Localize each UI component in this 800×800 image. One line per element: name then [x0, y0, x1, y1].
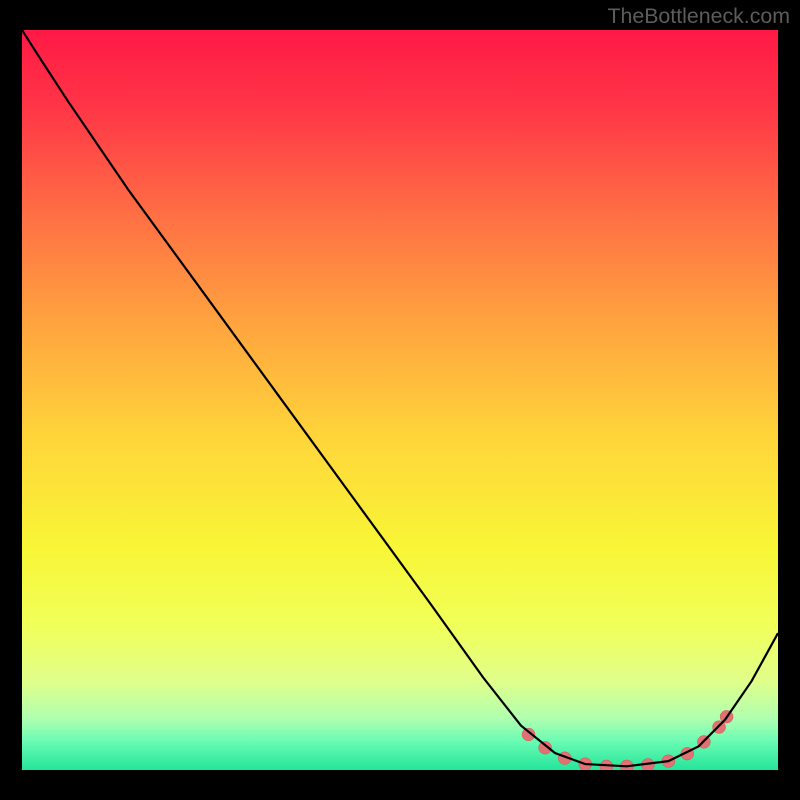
- watermark-text: TheBottleneck.com: [607, 4, 790, 29]
- gradient-background: [22, 30, 778, 770]
- chart-container: TheBottleneck.com: [0, 0, 800, 800]
- plot-area: [22, 30, 778, 770]
